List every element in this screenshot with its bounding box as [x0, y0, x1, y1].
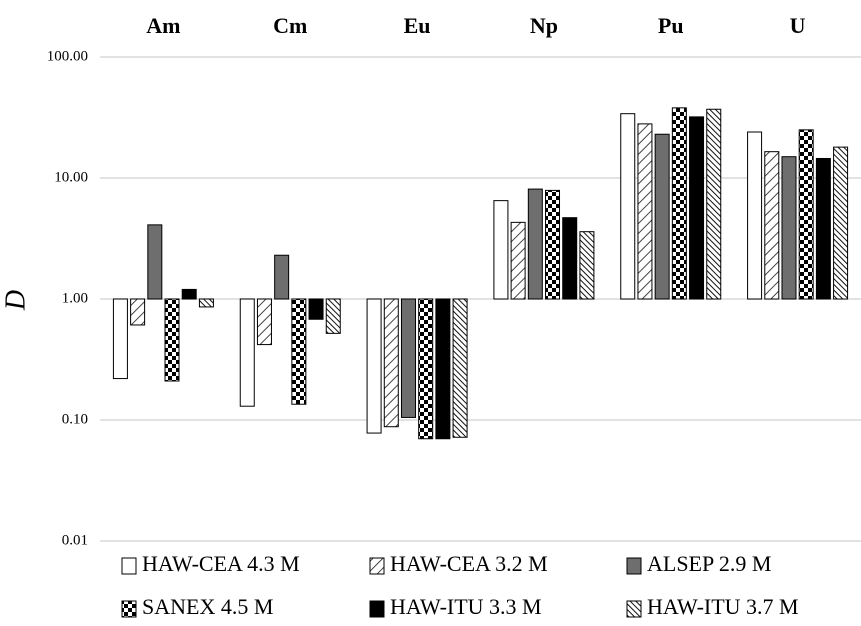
y-tick-label: 0.10	[62, 411, 88, 427]
bar-pu-2	[637, 123, 653, 300]
bar-u-2	[764, 151, 780, 300]
bar-eu-6	[452, 298, 468, 438]
legend-swatch	[121, 600, 137, 618]
bar-eu-5	[435, 298, 451, 440]
bar-cm-1	[239, 298, 255, 407]
bar-u-1	[747, 131, 763, 300]
bar-u-4	[798, 129, 814, 300]
bar-eu-2	[383, 298, 399, 428]
legend-label: ALSEP 2.9 M	[647, 551, 771, 576]
bar-cm-4	[291, 298, 307, 405]
bar-eu-3	[400, 298, 416, 418]
bar-pu-1	[620, 113, 636, 300]
bar-am-5	[181, 288, 197, 300]
legend-swatch	[626, 557, 642, 575]
bar-pu-6	[706, 108, 722, 300]
legend-label: HAW-CEA 4.3 M	[142, 551, 300, 576]
gridlines	[100, 56, 861, 542]
bar-u-3	[781, 156, 797, 300]
legend-label: HAW-CEA 3.2 M	[390, 551, 548, 576]
bar-am-2	[130, 298, 146, 326]
category-labels: Am Cm Eu Np Pu U	[146, 13, 805, 38]
bar-u-6	[833, 146, 849, 300]
bar-am-1	[112, 298, 128, 380]
category-label: Eu	[404, 13, 431, 38]
bar-np-5	[562, 217, 578, 300]
legend-label: HAW-ITU 3.3 M	[390, 594, 542, 619]
bar-cm-2	[256, 298, 272, 346]
bar-pu-3	[654, 133, 670, 300]
bar-am-4	[164, 298, 180, 382]
bar-am-3	[147, 224, 163, 300]
bars	[112, 107, 849, 440]
bar-pu-5	[689, 116, 705, 300]
legend: HAW-CEA 4.3 M HAW-CEA 3.2 M ALSEP 2.9 M SAN…	[121, 551, 799, 619]
bar-eu-4	[418, 298, 434, 440]
bar-cm-3	[274, 254, 290, 300]
bar-np-6	[579, 231, 595, 300]
bar-pu-4	[671, 107, 687, 300]
y-tick-label: 1.00	[62, 290, 88, 306]
legend-swatch	[369, 600, 385, 618]
category-label: Np	[530, 13, 558, 38]
bar-am-6	[198, 298, 214, 308]
bar-np-1	[493, 200, 509, 300]
legend-swatch	[626, 600, 642, 618]
bar-np-3	[527, 188, 543, 300]
y-tick-label: 100.00	[47, 48, 88, 64]
category-label: Pu	[658, 13, 684, 38]
bar-cm-5	[308, 298, 324, 320]
legend-label: SANEX 4.5 M	[142, 594, 273, 619]
category-label: Am	[146, 13, 180, 38]
y-tick-label: 0.01	[62, 532, 88, 548]
bar-cm-6	[325, 298, 341, 334]
category-label: U	[790, 13, 806, 38]
bar-eu-1	[366, 298, 382, 434]
legend-swatch	[121, 557, 137, 575]
y-axis-label: D	[0, 290, 31, 311]
bar-np-4	[545, 189, 561, 300]
bar-u-5	[815, 157, 831, 300]
bar-np-2	[510, 221, 526, 300]
y-axis-ticks: 0.01 0.10 1.00 10.00 100.00	[47, 48, 88, 548]
legend-label: HAW-ITU 3.7 M	[647, 594, 799, 619]
category-label: Cm	[273, 13, 307, 38]
y-tick-label: 10.00	[54, 169, 88, 185]
legend-swatch	[369, 557, 385, 575]
